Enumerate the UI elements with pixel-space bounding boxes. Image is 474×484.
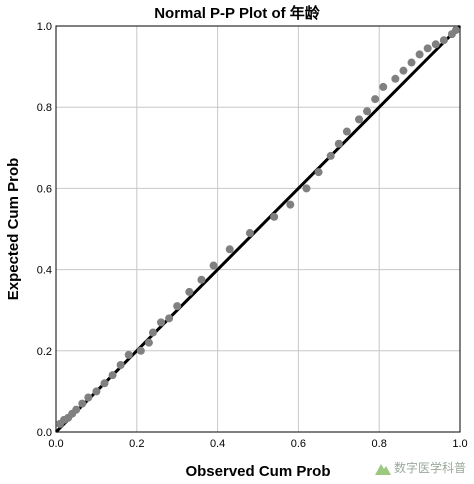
data-point-33 xyxy=(379,82,388,91)
data-point-5 xyxy=(78,399,87,408)
plot-frame xyxy=(55,25,461,433)
data-point-11 xyxy=(124,350,133,359)
x-tick-label-1: 0.2 xyxy=(129,438,144,450)
data-point-21 xyxy=(225,245,234,254)
data-point-15 xyxy=(157,318,166,327)
data-point-8 xyxy=(100,379,109,388)
reference-line xyxy=(54,24,462,434)
data-point-29 xyxy=(342,127,351,136)
x-tick-labels: 0.0 0.2 0.4 0.6 0.8 1.0 xyxy=(48,438,467,450)
data-point-38 xyxy=(423,44,432,53)
data-point-18 xyxy=(185,287,194,296)
x-tick-label-0: 0.0 xyxy=(48,438,63,450)
y-tick-labels: 0.0 0.2 0.4 0.6 0.8 1.0 xyxy=(37,21,52,439)
data-point-35 xyxy=(399,66,408,75)
reference-diagonal-line xyxy=(54,24,462,434)
y-tick-label-0: 0.0 xyxy=(37,427,52,439)
data-point-30 xyxy=(355,115,363,124)
data-points xyxy=(56,26,460,428)
data-point-34 xyxy=(391,74,400,83)
data-point-7 xyxy=(92,387,101,396)
data-point-28 xyxy=(334,139,343,148)
data-point-9 xyxy=(108,371,117,380)
y-tick-label-3: 0.6 xyxy=(37,183,52,195)
y-tick-label-2: 0.4 xyxy=(37,265,52,277)
x-tick-label-2: 0.4 xyxy=(210,438,225,450)
data-point-16 xyxy=(165,314,174,323)
watermark: 数字医学科普 xyxy=(374,459,466,476)
y-tick-label-4: 0.8 xyxy=(37,102,52,114)
chart-title: Normal P-P Plot of 年龄 xyxy=(154,4,321,22)
data-point-14 xyxy=(148,328,157,337)
data-point-23 xyxy=(270,212,279,221)
data-point-19 xyxy=(197,275,206,284)
y-tick-label-5: 1.0 xyxy=(37,21,52,33)
watermark-text: 数字医学科普 xyxy=(393,461,466,475)
data-point-6 xyxy=(84,393,93,402)
x-tick-label-5: 1.0 xyxy=(452,438,467,450)
data-point-31 xyxy=(363,107,372,116)
data-point-39 xyxy=(431,40,440,49)
data-point-40 xyxy=(439,36,448,45)
data-point-22 xyxy=(245,229,254,238)
data-point-26 xyxy=(314,168,323,177)
data-point-17 xyxy=(173,302,182,311)
data-point-25 xyxy=(302,184,311,193)
data-point-13 xyxy=(144,338,153,347)
x-tick-label-3: 0.6 xyxy=(291,438,306,450)
data-point-36 xyxy=(407,58,416,67)
data-point-12 xyxy=(136,346,145,355)
x-tick-label-4: 0.8 xyxy=(372,438,387,450)
x-axis-label: Observed Cum Prob xyxy=(185,463,330,480)
y-axis-label: Expected Cum Prob xyxy=(5,158,22,301)
data-point-20 xyxy=(209,261,218,270)
y-tick-label-1: 0.2 xyxy=(37,346,52,358)
grid xyxy=(56,26,460,432)
data-point-27 xyxy=(326,151,335,160)
data-point-10 xyxy=(116,361,125,370)
data-point-24 xyxy=(286,200,295,209)
data-point-4 xyxy=(72,405,81,414)
data-point-37 xyxy=(415,50,424,59)
data-point-32 xyxy=(371,95,380,104)
watermark-logo-icon xyxy=(374,463,391,475)
data-point-42 xyxy=(451,26,460,35)
